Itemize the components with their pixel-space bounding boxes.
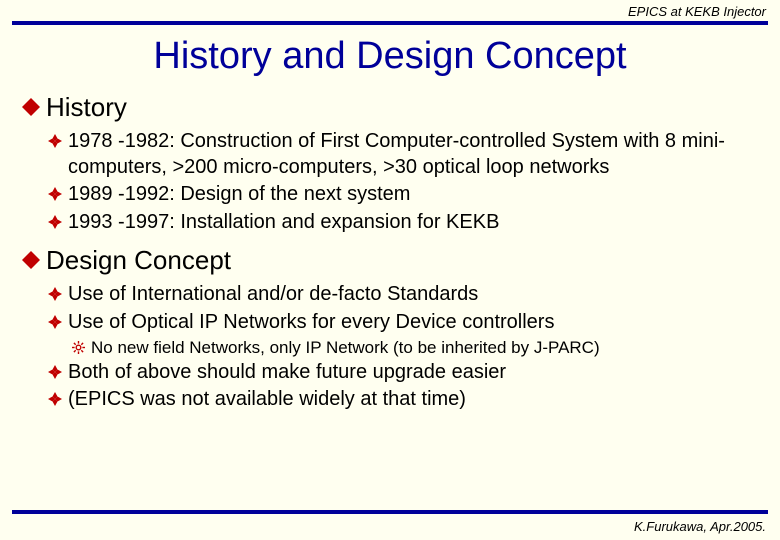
diamond-solid-icon bbox=[22, 251, 40, 269]
list-item: 1989 -1992: Design of the next system bbox=[48, 182, 758, 208]
list-item: Both of above should make future upgrade… bbox=[48, 360, 758, 386]
list-item-text: 1993 -1997: Installation and expansion f… bbox=[68, 210, 499, 236]
four-diamond-icon bbox=[48, 215, 62, 229]
list-item-text: 1989 -1992: Design of the next system bbox=[68, 182, 410, 208]
content-area: History 1978 -1982: Construction of Firs… bbox=[0, 92, 780, 413]
four-diamond-icon bbox=[48, 134, 62, 148]
slide-title: History and Design Concept bbox=[0, 25, 780, 92]
sun-icon bbox=[72, 341, 85, 354]
four-diamond-icon bbox=[48, 365, 62, 379]
list-item-text: (EPICS was not available widely at that … bbox=[68, 387, 466, 413]
list-item: 1993 -1997: Installation and expansion f… bbox=[48, 210, 758, 236]
list-item-text: Use of International and/or de-facto Sta… bbox=[68, 282, 478, 308]
list-item: 1978 -1982: Construction of First Comput… bbox=[48, 129, 758, 180]
four-diamond-icon bbox=[48, 287, 62, 301]
list-item: (EPICS was not available widely at that … bbox=[48, 387, 758, 413]
diamond-solid-icon bbox=[22, 98, 40, 116]
four-diamond-icon bbox=[48, 392, 62, 406]
bottom-rule bbox=[12, 510, 768, 514]
sub-list-item: No new field Networks, only IP Network (… bbox=[72, 338, 758, 358]
header-label: EPICS at KEKB Injector bbox=[0, 0, 780, 21]
list-item: Use of International and/or de-facto Sta… bbox=[48, 282, 758, 308]
list-item-text: Both of above should make future upgrade… bbox=[68, 360, 506, 386]
list-item-text: Use of Optical IP Networks for every Dev… bbox=[68, 310, 554, 336]
four-diamond-icon bbox=[48, 187, 62, 201]
section-heading-text: History bbox=[46, 92, 127, 123]
section-heading-text: Design Concept bbox=[46, 245, 231, 276]
sub-list-item-text: No new field Networks, only IP Network (… bbox=[91, 338, 600, 358]
section-heading: Design Concept bbox=[22, 245, 758, 276]
list-item: Use of Optical IP Networks for every Dev… bbox=[48, 310, 758, 336]
four-diamond-icon bbox=[48, 315, 62, 329]
footer-label: K.Furukawa, Apr.2005. bbox=[634, 519, 766, 534]
section-heading: History bbox=[22, 92, 758, 123]
list-item-text: 1978 -1982: Construction of First Comput… bbox=[68, 129, 758, 180]
